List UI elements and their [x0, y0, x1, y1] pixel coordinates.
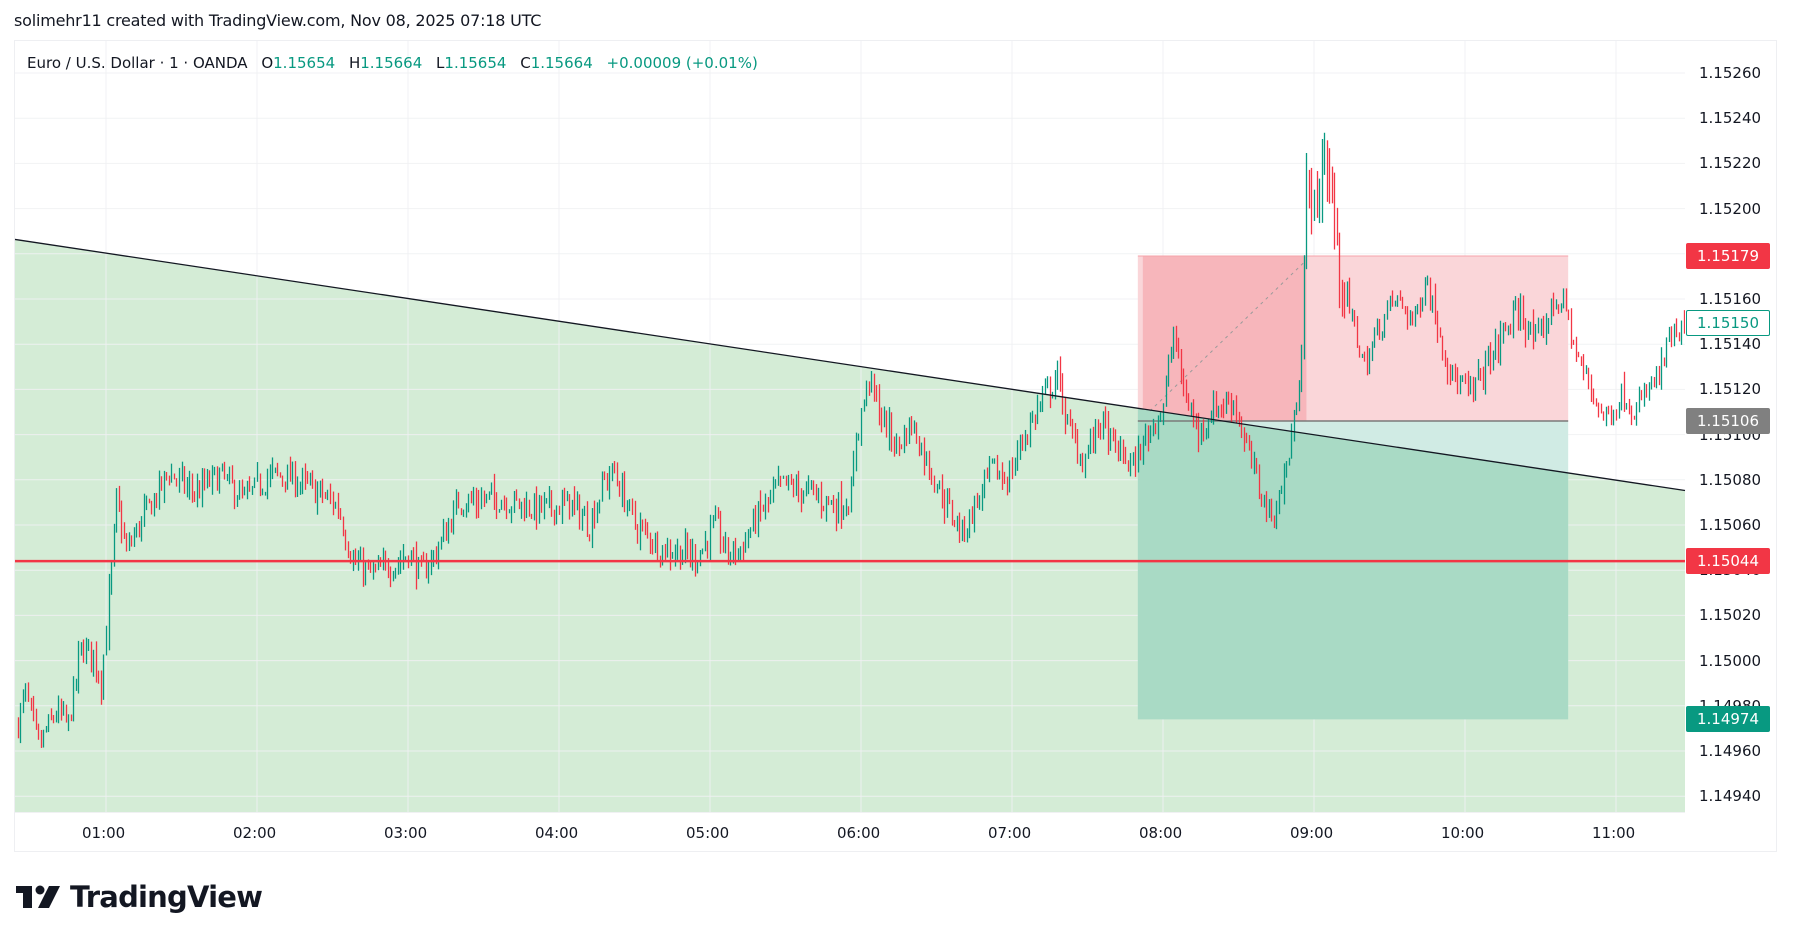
- open-value: 1.15654: [273, 54, 336, 72]
- price-tick-label: 1.15220: [1699, 154, 1762, 173]
- time-tick-label: 05:00: [686, 824, 730, 842]
- time-tick-label: 02:00: [233, 824, 277, 842]
- chart-frame: [14, 40, 1777, 852]
- ohlc-legend: Euro / U.S. Dollar · 1 · OANDA O1.15654 …: [27, 54, 758, 72]
- price-tick-label: 1.15000: [1699, 651, 1762, 670]
- time-tick-label: 06:00: [837, 824, 881, 842]
- close-value: 1.15664: [530, 54, 593, 72]
- high-label: H: [348, 54, 361, 72]
- price-tick-label: 1.15080: [1699, 470, 1762, 489]
- stop-zone-active: [1142, 256, 1307, 422]
- price-tick-label: 1.15160: [1699, 290, 1762, 308]
- price-tick-label: 1.15060: [1699, 516, 1762, 534]
- time-tick-label: 01:00: [82, 824, 126, 842]
- time-tick-label: 07:00: [988, 824, 1032, 842]
- close-label: C: [520, 54, 531, 72]
- time-tick-label: 10:00: [1441, 824, 1485, 842]
- entry-price-tag: 1.15106: [1686, 408, 1770, 434]
- price-tick-label: 1.15260: [1699, 64, 1762, 82]
- tradingview-logo-text: TradingView: [70, 880, 263, 914]
- trendline: [14, 238, 1686, 492]
- entry-path-dashed: [1149, 259, 1307, 412]
- last-price-tag: 1.15150: [1686, 310, 1770, 336]
- low-label: L: [436, 54, 445, 72]
- hline-price-tag: 1.15044: [1686, 548, 1770, 574]
- open-label: O: [261, 54, 274, 72]
- price-tick-label: 1.15140: [1699, 335, 1762, 354]
- price-tick-label: 1.14960: [1699, 742, 1762, 760]
- tradingview-logo[interactable]: TradingView: [16, 880, 263, 914]
- price-tick-label: 1.15200: [1699, 199, 1762, 218]
- price-tick-label: 1.15240: [1699, 109, 1762, 128]
- target-zone-overlap: [1137, 408, 1569, 720]
- tradingview-logo-icon: [16, 885, 60, 908]
- time-tick-label: 03:00: [384, 824, 428, 842]
- target-price-tag: 1.14974: [1686, 706, 1770, 732]
- price-tick-label: 1.15020: [1699, 606, 1762, 625]
- time-tick-label: 09:00: [1290, 824, 1334, 842]
- time-tick-label: 04:00: [535, 824, 579, 842]
- high-value: 1.15664: [360, 54, 423, 72]
- time-tick-label: 08:00: [1139, 824, 1183, 842]
- time-tick-label: 11:00: [1592, 824, 1636, 842]
- snapshot-caption: solimehr11 created with TradingView.com,…: [14, 11, 542, 30]
- price-tick-label: 1.15120: [1699, 380, 1762, 399]
- price-tick-label: 1.14940: [1699, 787, 1762, 806]
- symbol-title[interactable]: Euro / U.S. Dollar · 1 · OANDA: [27, 54, 248, 72]
- stop-price-tag: 1.15179: [1686, 243, 1770, 269]
- change-value: +0.00009 (+0.01%): [606, 54, 758, 72]
- low-value: 1.15654: [444, 54, 507, 72]
